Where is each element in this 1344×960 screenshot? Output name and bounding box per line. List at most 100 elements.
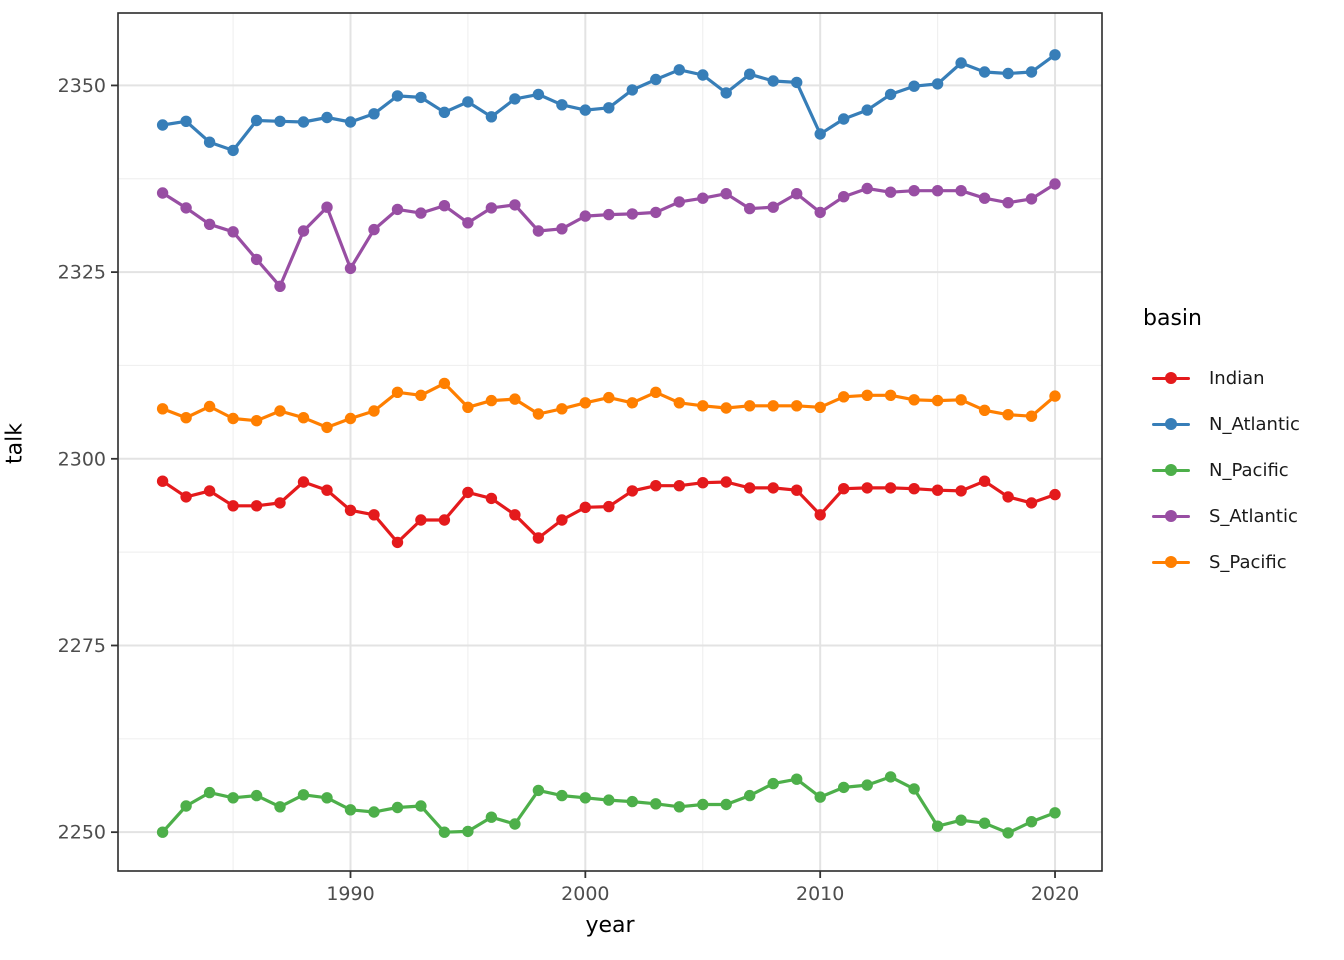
data-point-N_Pacific [650,798,662,810]
data-point-S_Pacific [931,394,944,407]
data-point-Indian [532,532,545,544]
data-point-S_Atlantic [297,225,310,237]
data-point-S_Pacific [603,391,615,404]
data-point-Indian [767,482,779,494]
data-point-Indian [156,475,169,487]
data-point-S_Pacific [767,400,779,412]
data-point-Indian [931,484,944,496]
data-point-N_Pacific [321,792,333,804]
data-point-S_Pacific [203,400,216,413]
data-point-N_Pacific [838,781,850,794]
data-point-S_Pacific [814,401,826,413]
data-point-N_Pacific [720,798,732,811]
data-point-N_Pacific [744,789,756,802]
data-point-N_Pacific [368,806,380,818]
data-point-S_Atlantic [650,206,662,219]
data-point-N_Pacific [180,800,192,812]
data-point-S_Pacific [838,391,850,403]
data-point-Indian [391,536,404,549]
data-point-S_Atlantic [180,202,192,214]
line-point-glyph-icon [1152,371,1190,385]
data-point-N_Atlantic [744,68,756,80]
panel-background [118,13,1102,871]
data-point-N_Pacific [344,804,357,816]
data-point-N_Atlantic [720,87,732,99]
data-point-Indian [415,514,427,526]
data-point-S_Atlantic [673,196,685,208]
data-point-N_Pacific [274,801,286,813]
data-point-S_Pacific [180,412,192,424]
x-axis-tick-label: 2010 [796,883,844,905]
data-point-Indian [861,482,873,494]
data-point-S_Pacific [650,386,662,398]
data-point-N_Pacific [673,801,685,813]
data-point-S_Pacific [791,400,803,412]
x-axis-tick-label: 2020 [1031,883,1079,905]
data-point-Indian [744,482,756,494]
data-point-N_Atlantic [791,76,803,89]
data-point-Indian [603,500,615,513]
legend-item-s-pacific: S_Pacific [1143,539,1300,585]
line-point-glyph-icon [1152,463,1190,477]
data-point-N_Pacific [462,825,474,838]
data-point-N_Pacific [509,818,521,830]
data-point-Indian [274,497,286,509]
data-point-S_Pacific [1002,409,1014,421]
data-point-S_Pacific [368,405,380,417]
data-point-S_Atlantic [344,262,357,275]
data-point-N_Atlantic [391,90,404,102]
data-point-N_Pacific [884,771,897,783]
data-point-S_Pacific [697,400,709,412]
data-point-N_Atlantic [156,119,169,131]
data-point-N_Atlantic [978,66,991,78]
data-point-N_Atlantic [884,88,897,101]
data-point-Indian [368,509,380,521]
data-point-S_Pacific [673,397,685,409]
data-point-S_Atlantic [509,199,521,211]
data-point-N_Atlantic [321,111,333,124]
data-point-N_Atlantic [697,69,709,81]
legend-item-s-atlantic: S_Atlantic [1143,493,1300,539]
data-point-Indian [1025,497,1038,509]
data-point-N_Pacific [532,784,545,797]
data-point-S_Pacific [485,394,498,407]
data-point-S_Atlantic [603,208,615,221]
data-point-N_Atlantic [556,99,568,111]
data-point-N_Atlantic [462,96,474,108]
data-point-Indian [650,480,662,492]
y-axis-tick-label: 2325 [58,262,106,284]
data-point-S_Atlantic [203,218,216,230]
data-point-S_Atlantic [884,186,897,198]
data-point-Indian [673,480,685,492]
data-point-Indian [838,483,850,495]
data-point-N_Pacific [861,779,873,791]
data-point-Indian [297,476,310,488]
legend-label: S_Atlantic [1209,505,1298,527]
data-point-S_Pacific [579,397,591,409]
data-point-N_Pacific [1002,827,1014,839]
data-point-S_Atlantic [485,202,498,214]
data-point-N_Atlantic [532,88,545,101]
data-point-Indian [556,514,568,526]
data-point-Indian [462,486,474,499]
data-point-S_Pacific [462,401,474,413]
data-point-N_Atlantic [861,104,873,116]
data-point-S_Atlantic [368,223,380,236]
data-point-S_Pacific [626,397,638,409]
data-point-N_Atlantic [767,75,779,87]
data-point-N_Pacific [603,794,615,806]
x-axis-title: year [585,913,635,938]
data-point-S_Atlantic [579,210,591,222]
data-point-N_Atlantic [250,114,263,127]
data-point-S_Pacific [297,412,310,424]
legend-label: N_Pacific [1209,459,1289,481]
y-axis-tick-label: 2300 [58,448,106,470]
data-point-S_Atlantic [908,185,920,197]
data-point-Indian [438,514,451,526]
y-axis-tick-label: 2350 [58,75,106,97]
data-point-N_Atlantic [626,84,638,96]
data-point-N_Atlantic [650,73,662,86]
data-point-Indian [1002,491,1014,503]
data-point-N_Pacific [579,792,591,804]
